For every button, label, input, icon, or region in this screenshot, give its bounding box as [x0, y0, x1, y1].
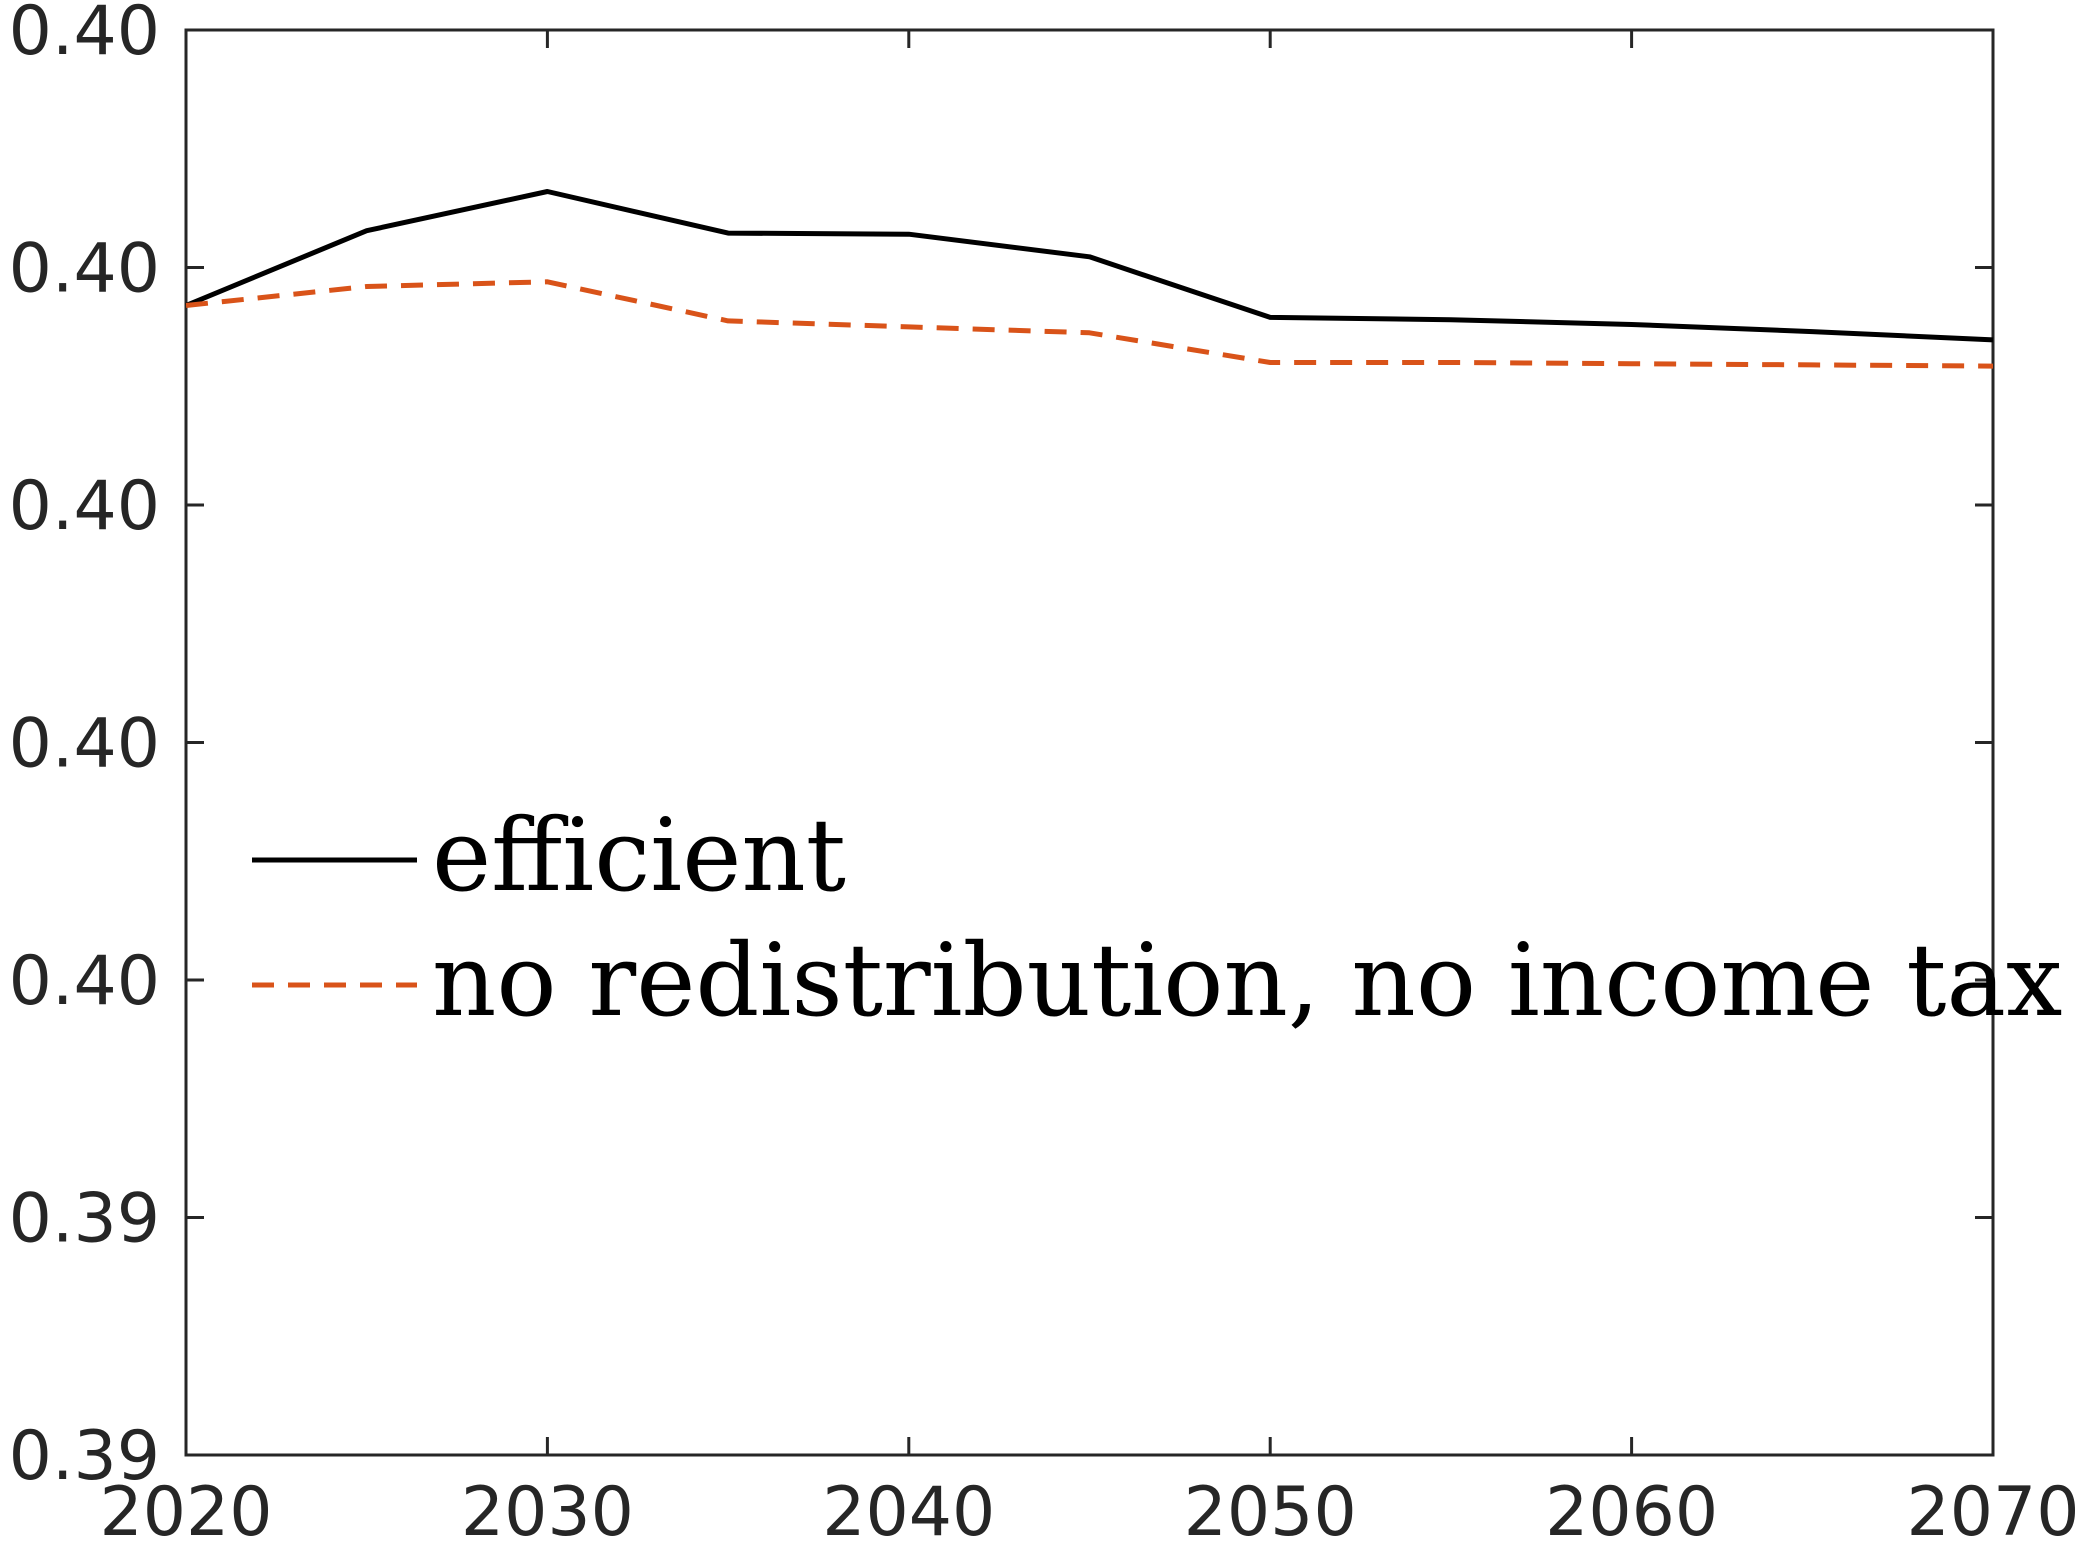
y-tick-label: 0.39: [9, 1180, 160, 1259]
x-tick-label: 2030: [461, 1473, 634, 1552]
axis-ticks: 2020 2030 2040 2050 2060 2070 0.39 0.39 0.40 0.40…: [9, 0, 2080, 1552]
series-lines: [185, 189, 1994, 369]
plot-area: [184, 28, 1995, 1457]
x-tick-label: 2070: [1906, 1473, 2079, 1552]
x-tick-label: 2060: [1545, 1473, 1718, 1552]
series-line-1: [185, 189, 1994, 343]
x-tick-label: 2020: [99, 1473, 272, 1552]
series-line-2: [185, 279, 1994, 369]
plot-frame: [184, 28, 1995, 1457]
y-tick-label: 0.40: [9, 0, 160, 71]
x-tick-label: 2040: [822, 1473, 995, 1552]
y-tick-label: 0.39: [9, 1417, 160, 1496]
legend-label-1: efficient: [432, 797, 846, 914]
y-tick-label: 0.40: [9, 467, 160, 546]
legend-label-2: no redistribution, no income tax: [432, 922, 2062, 1039]
y-tick-label: 0.40: [9, 942, 160, 1021]
x-tick-label: 2050: [1184, 1473, 1357, 1552]
y-tick-label: 0.40: [9, 705, 160, 784]
y-tick-label: 0.40: [9, 230, 160, 309]
